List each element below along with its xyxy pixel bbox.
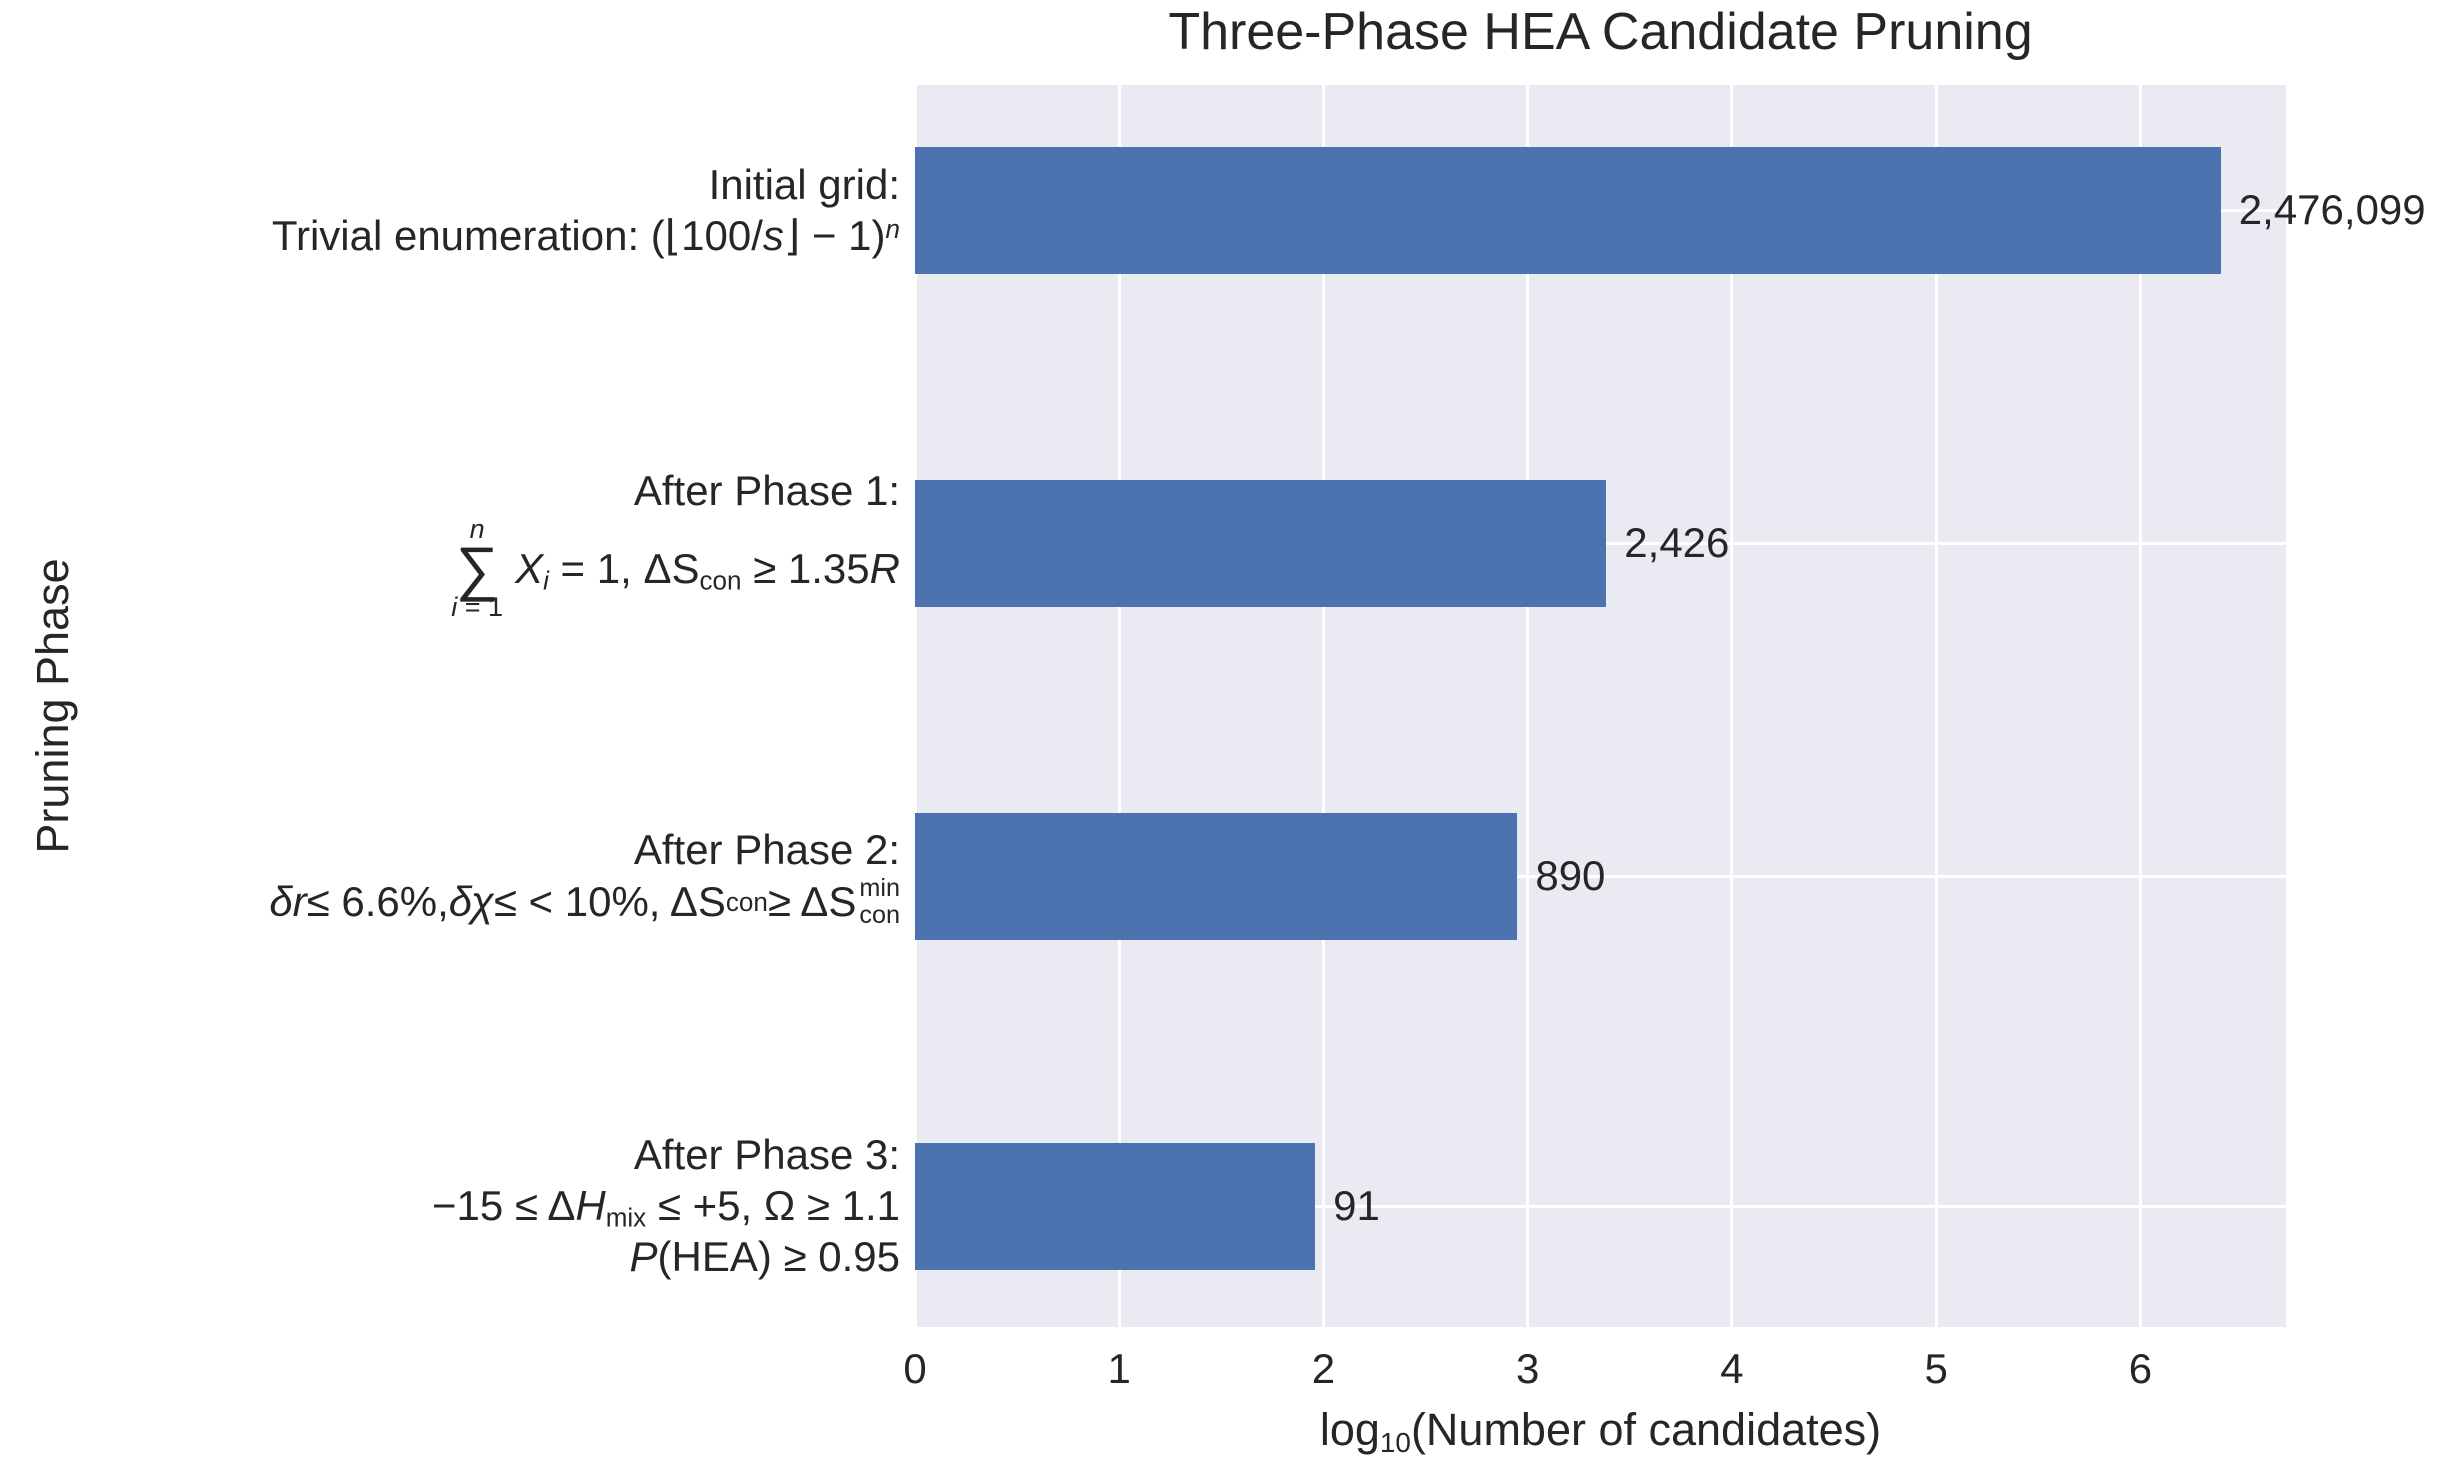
row-label-line: After Phase 3: — [633, 1131, 900, 1179]
y-axis-label: Pruning Phase — [27, 558, 78, 854]
gridline-vertical — [2138, 85, 2142, 1327]
x-tick-label: 1 — [1107, 1345, 1131, 1392]
x-axis-label: log10(Number of candidates) — [1319, 1404, 1882, 1458]
gridline-horizontal — [915, 1204, 2286, 1208]
bar — [915, 812, 1518, 940]
y-tick-label-after-phase-1: After Phase 1: n ∑ i = 1 Xi = 1, ΔScon ≥… — [451, 465, 900, 621]
row-label-formula: δr ≤ 6.6%, δχ ≤ < 10%, ΔS con ≥ ΔS min con — [269, 874, 900, 929]
bar-value-label: 2,426 — [1624, 519, 1730, 566]
y-tick-label-after-phase-2: After Phase 2: δr ≤ 6.6%, δχ ≤ < 10%, ΔS… — [269, 824, 900, 928]
x-tick-label: 5 — [1924, 1345, 1948, 1392]
row-label-line: After Phase 2: — [633, 825, 900, 873]
row-label-formula: P(HEA) ≥ 0.95 — [629, 1233, 900, 1281]
row-label-line: After Phase 1: — [633, 466, 900, 514]
y-tick-label-after-phase-3: After Phase 3: −15 ≤ ΔHmix ≤ +5, Ω ≥ 1.1… — [432, 1129, 900, 1283]
row-label-formula-text: Xi = 1, ΔScon ≥ 1.35R — [515, 544, 900, 596]
summation-upper-limit: n — [469, 514, 485, 545]
chart-title: Three-Phase HEA Candidate Pruning — [1168, 3, 2033, 61]
x-tick-label: 3 — [1516, 1345, 1540, 1392]
bar-value-label: 2,476,099 — [2238, 186, 2426, 233]
gridline-vertical — [1321, 85, 1325, 1327]
row-label-formula: Trivial enumeration: (⌊100/s⌋ − 1)n — [271, 212, 900, 259]
sup-sub-stack: min con — [859, 874, 900, 929]
gridline-vertical — [913, 85, 917, 1327]
bar — [915, 1142, 1316, 1270]
plot-area: 2,476,099 2,426 890 91 — [913, 85, 2426, 1327]
x-tick-label: 6 — [2128, 1345, 2153, 1392]
bar-value-label: 91 — [1333, 1182, 1380, 1229]
row-label-formula: n ∑ i = 1 Xi = 1, ΔScon ≥ 1.35R — [451, 516, 900, 621]
gridline-vertical — [1730, 85, 1734, 1327]
gridline-vertical — [1934, 85, 1938, 1327]
bar — [915, 146, 2221, 274]
x-tick-label: 4 — [1720, 1345, 1744, 1392]
gridline-vertical — [1526, 85, 1530, 1327]
x-tick-label: 2 — [1311, 1345, 1336, 1392]
x-tick-label: 0 — [903, 1345, 927, 1392]
summation-symbol: n ∑ i = 1 — [451, 516, 503, 621]
summation-lower-limit: i = 1 — [451, 592, 504, 623]
gridline-vertical — [1117, 85, 1121, 1327]
row-label-formula: −15 ≤ ΔHmix ≤ +5, Ω ≥ 1.1 — [432, 1182, 900, 1233]
row-label-line: Initial grid: — [708, 160, 900, 208]
y-tick-label-initial-grid: Initial grid: Trivial enumeration: (⌊100… — [272, 159, 900, 261]
bar-value-label: 890 — [1535, 852, 1606, 899]
gridline-horizontal — [915, 874, 2286, 878]
bar — [915, 479, 1607, 607]
sigma-glyph: ∑ — [455, 535, 499, 603]
